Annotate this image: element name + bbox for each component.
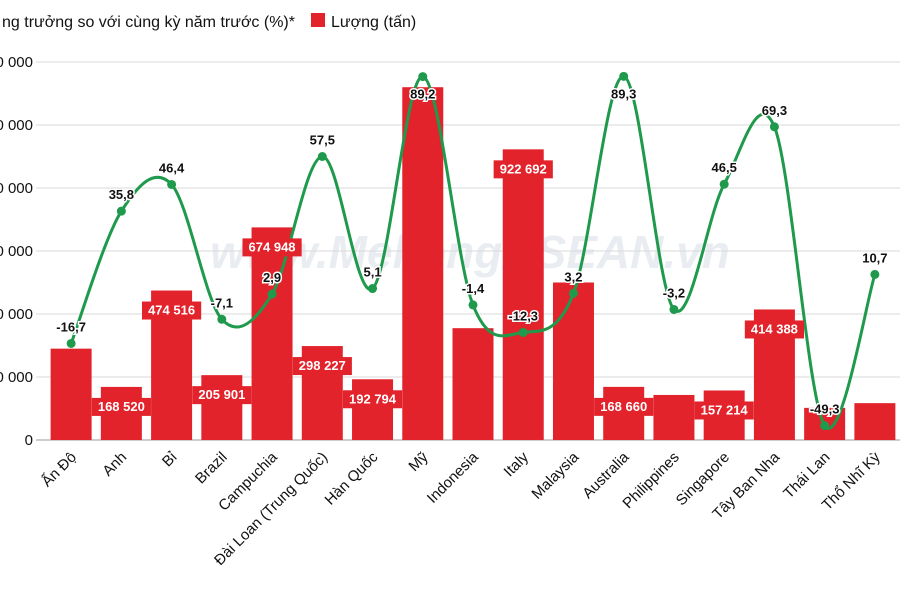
y-tick-label: 0 000 — [0, 180, 33, 197]
bar-series — [50, 87, 896, 440]
growth-point — [167, 179, 177, 189]
bar-label: 674 948 — [249, 239, 296, 254]
bar-label: 922 692 — [500, 161, 547, 176]
growth-point — [518, 327, 528, 337]
growth-point — [568, 288, 578, 298]
bar — [552, 282, 594, 440]
growth-label: -49,3 — [810, 402, 840, 417]
bar-label: 474 516 — [148, 303, 195, 318]
category-label: Malaysia — [528, 448, 582, 502]
growth-label: 89,2 — [410, 87, 435, 102]
y-tick-label: 0 000 — [0, 306, 33, 323]
growth-label: 2,9 — [263, 270, 281, 285]
bar-label-bg — [141, 301, 202, 320]
y-tick-label: 0 — [25, 432, 33, 449]
growth-label: 35,8 — [109, 187, 134, 202]
y-axis-ticks: 0 0 000 0 000 0 000 0 000 0 000 0 000 — [0, 54, 33, 449]
growth-label: -3,2 — [663, 285, 685, 300]
bar-label: 157 214 — [701, 402, 749, 417]
y-tick-label: 0 000 — [0, 369, 33, 386]
bar-label: 298 227 — [299, 358, 346, 373]
category-label: Ấn Độ — [38, 449, 80, 491]
growth-label: -7,1 — [211, 295, 233, 310]
growth-label: 69,3 — [762, 103, 787, 118]
bar-label: 414 388 — [751, 321, 798, 336]
growth-point — [66, 338, 76, 348]
bar-labels: 168 520 474 516 205 901 674 948 298 227 192 7… — [91, 160, 805, 420]
growth-point — [116, 206, 126, 216]
growth-point — [267, 289, 277, 299]
bar — [50, 348, 92, 440]
bar — [452, 328, 494, 440]
growth-label: 89,3 — [611, 86, 636, 101]
bar-label-bg — [342, 390, 403, 409]
growth-point — [669, 304, 679, 314]
growth-label: 3,2 — [564, 269, 582, 284]
bar — [251, 227, 293, 440]
growth-point — [820, 421, 830, 431]
bar — [854, 403, 896, 440]
bar-label-bg — [594, 397, 654, 416]
bar-label-bg — [744, 320, 805, 339]
bar — [402, 87, 444, 440]
growth-label: 46,5 — [712, 160, 737, 175]
legend-quantity-label: Lượng (tấn) — [331, 14, 416, 31]
growth-label: 57,5 — [310, 133, 335, 148]
bar — [352, 379, 394, 440]
bar-label: 192 794 — [349, 391, 397, 406]
growth-label: 46,4 — [159, 160, 185, 175]
bar — [201, 375, 243, 440]
legend-growth-label: ng trưởng so với cùng kỳ năm trước (%)* — [2, 14, 295, 31]
growth-label: -12,3 — [508, 308, 538, 323]
bar-label: 168 520 — [98, 399, 145, 414]
legend: ng trưởng so với cùng kỳ năm trước (%)* … — [2, 13, 416, 31]
bar-label-bg — [694, 401, 754, 420]
bar-label-bg — [493, 160, 553, 179]
growth-labels: -16,7 35,8 46,4 -7,1 2,9 57,5 5,1 89,2 -1,4 -12,3… — [55, 85, 889, 418]
growth-point — [719, 179, 729, 189]
category-label: Anh — [99, 449, 130, 480]
growth-line-series — [66, 71, 880, 431]
bar — [653, 394, 695, 440]
category-label: Hàn Quốc — [322, 448, 382, 508]
category-label: Brazil — [192, 449, 231, 488]
growth-point — [468, 300, 478, 310]
growth-point — [368, 284, 378, 294]
bar-label-bg — [91, 397, 151, 416]
y-tick-label: 0 000 — [0, 54, 33, 71]
category-label: Mỹ — [405, 448, 432, 475]
growth-point — [217, 314, 227, 324]
bar-label: 205 901 — [198, 387, 245, 402]
y-tick-label: 0 000 — [0, 243, 33, 260]
growth-point — [317, 152, 327, 161]
bar-label-bg — [242, 238, 302, 257]
growth-label: -1,4 — [462, 281, 485, 296]
bar-label: 168 660 — [600, 399, 647, 414]
growth-point — [418, 72, 428, 82]
bar-label-bg — [292, 357, 352, 376]
growth-label: -16,7 — [56, 319, 86, 334]
growth-label: 5,1 — [363, 265, 381, 280]
growth-point — [870, 269, 880, 279]
category-label: Indonesia — [424, 448, 482, 506]
growth-point — [769, 122, 779, 132]
growth-point — [619, 71, 629, 81]
growth-label: 10,7 — [862, 250, 887, 265]
legend-quantity-swatch — [311, 13, 325, 27]
category-label: Bỉ — [159, 448, 181, 470]
y-tick-label: 0 000 — [0, 117, 33, 134]
bar-label-bg — [192, 386, 252, 405]
bar — [502, 149, 544, 440]
category-label: Italy — [501, 448, 533, 480]
